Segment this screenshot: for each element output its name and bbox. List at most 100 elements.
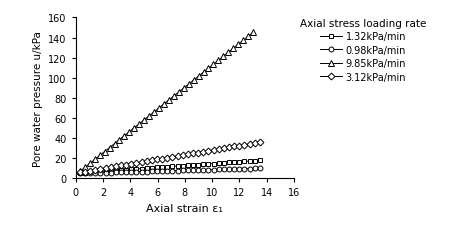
9.85kPa/min <box>210 64 216 66</box>
Y-axis label: Pore water pressure u/kPa: Pore water pressure u/kPa <box>33 31 43 166</box>
0.98kPa/min <box>154 170 160 173</box>
9.85kPa/min <box>216 60 221 62</box>
9.85kPa/min <box>141 119 147 122</box>
3.12kPa/min <box>180 154 185 157</box>
0.98kPa/min <box>195 169 201 172</box>
1.32kPa/min <box>180 165 185 167</box>
3.12kPa/min <box>98 168 103 171</box>
9.85kPa/min <box>245 36 251 39</box>
3.12kPa/min <box>201 151 206 153</box>
1.32kPa/min <box>216 162 221 165</box>
0.98kPa/min <box>170 170 175 172</box>
1.32kPa/min <box>113 169 119 172</box>
0.98kPa/min <box>159 170 165 173</box>
9.85kPa/min <box>92 158 98 161</box>
0.98kPa/min <box>201 169 206 172</box>
0.98kPa/min <box>134 171 139 173</box>
0.98kPa/min <box>175 169 181 172</box>
3.12kPa/min <box>154 158 160 161</box>
3.12kPa/min <box>206 150 211 153</box>
0.98kPa/min <box>149 170 155 173</box>
3.12kPa/min <box>77 171 83 174</box>
9.85kPa/min <box>161 103 167 106</box>
3.12kPa/min <box>257 141 263 144</box>
0.98kPa/min <box>77 172 83 175</box>
3.12kPa/min <box>113 165 119 168</box>
3.12kPa/min <box>103 167 109 170</box>
1.32kPa/min <box>252 160 257 162</box>
3.12kPa/min <box>149 159 155 162</box>
0.98kPa/min <box>211 169 217 171</box>
1.32kPa/min <box>195 164 201 166</box>
1.32kPa/min <box>206 163 211 166</box>
1.32kPa/min <box>226 161 232 164</box>
9.85kPa/min <box>107 147 112 149</box>
9.85kPa/min <box>191 79 197 82</box>
1.32kPa/min <box>87 171 93 174</box>
3.12kPa/min <box>175 155 181 158</box>
9.85kPa/min <box>146 115 152 118</box>
9.85kPa/min <box>112 143 118 145</box>
9.85kPa/min <box>131 127 137 130</box>
9.85kPa/min <box>230 48 236 51</box>
9.85kPa/min <box>77 170 83 173</box>
3.12kPa/min <box>231 145 237 148</box>
1.32kPa/min <box>103 170 109 173</box>
0.98kPa/min <box>231 168 237 171</box>
1.32kPa/min <box>170 165 175 168</box>
3.12kPa/min <box>128 163 134 165</box>
1.32kPa/min <box>139 167 145 170</box>
3.12kPa/min <box>237 145 242 147</box>
9.85kPa/min <box>151 111 157 114</box>
1.32kPa/min <box>201 163 206 166</box>
1.32kPa/min <box>164 166 170 168</box>
0.98kPa/min <box>246 168 252 170</box>
0.98kPa/min <box>92 172 98 174</box>
3.12kPa/min <box>221 147 227 150</box>
0.98kPa/min <box>252 167 257 170</box>
1.32kPa/min <box>134 168 139 171</box>
1.32kPa/min <box>149 167 155 169</box>
9.85kPa/min <box>87 162 92 165</box>
0.98kPa/min <box>98 172 103 174</box>
0.98kPa/min <box>190 169 196 172</box>
9.85kPa/min <box>127 131 132 134</box>
9.85kPa/min <box>250 32 256 35</box>
0.98kPa/min <box>108 171 114 174</box>
9.85kPa/min <box>82 166 88 169</box>
3.12kPa/min <box>87 169 93 172</box>
3.12kPa/min <box>123 164 129 166</box>
1.32kPa/min <box>159 166 165 169</box>
9.85kPa/min <box>201 71 206 74</box>
Legend: 1.32kPa/min, 0.98kPa/min, 9.85kPa/min, 3.12kPa/min: 1.32kPa/min, 0.98kPa/min, 9.85kPa/min, 3… <box>296 15 430 86</box>
1.32kPa/min <box>257 159 263 162</box>
1.32kPa/min <box>82 171 88 174</box>
1.32kPa/min <box>77 172 83 174</box>
9.85kPa/min <box>166 99 172 102</box>
Line: 1.32kPa/min: 1.32kPa/min <box>77 158 262 176</box>
9.85kPa/min <box>102 150 108 153</box>
9.85kPa/min <box>226 52 231 55</box>
3.12kPa/min <box>170 156 175 158</box>
X-axis label: Axial strain ε₁: Axial strain ε₁ <box>146 203 223 213</box>
0.98kPa/min <box>257 167 263 170</box>
3.12kPa/min <box>195 152 201 154</box>
0.98kPa/min <box>144 170 150 173</box>
0.98kPa/min <box>128 171 134 174</box>
3.12kPa/min <box>144 160 150 163</box>
0.98kPa/min <box>139 171 145 173</box>
1.32kPa/min <box>92 171 98 173</box>
Line: 3.12kPa/min: 3.12kPa/min <box>77 140 262 175</box>
0.98kPa/min <box>206 169 211 171</box>
0.98kPa/min <box>118 171 124 174</box>
9.85kPa/min <box>235 44 241 46</box>
3.12kPa/min <box>226 146 232 149</box>
3.12kPa/min <box>252 142 257 145</box>
1.32kPa/min <box>128 168 134 171</box>
3.12kPa/min <box>118 164 124 167</box>
3.12kPa/min <box>211 149 217 152</box>
3.12kPa/min <box>92 169 98 171</box>
3.12kPa/min <box>82 170 88 173</box>
3.12kPa/min <box>139 161 145 164</box>
0.98kPa/min <box>82 172 88 175</box>
